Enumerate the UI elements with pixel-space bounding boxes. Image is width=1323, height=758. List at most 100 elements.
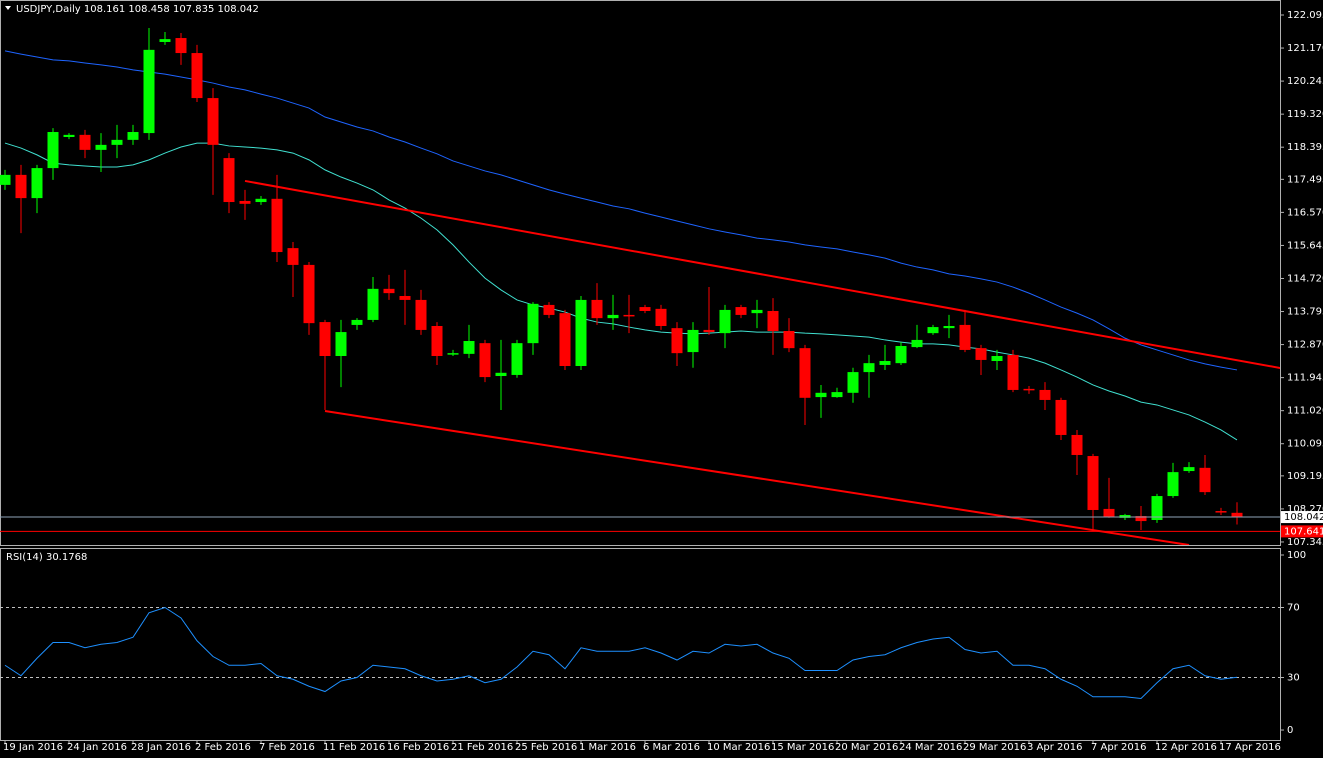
candle-body xyxy=(943,325,955,329)
menu-triangle[interactable] xyxy=(5,6,11,10)
x-tick-label: 10 Mar 2016 xyxy=(707,742,770,753)
candle-body xyxy=(527,303,539,344)
y-tick-label: 115.645 xyxy=(1287,240,1323,251)
price-label-box xyxy=(1281,525,1323,538)
x-tick-label: 24 Jan 2016 xyxy=(67,742,127,753)
candle-body xyxy=(639,307,651,311)
candle-body xyxy=(463,341,475,354)
candle-body xyxy=(591,299,603,319)
candle-body xyxy=(511,343,523,375)
candle-body xyxy=(815,392,827,398)
x-tick-label: 20 Mar 2016 xyxy=(835,742,898,753)
x-tick-label: 1 Mar 2016 xyxy=(579,742,636,753)
candle-body xyxy=(383,288,395,294)
x-tick-label: 24 Mar 2016 xyxy=(899,742,962,753)
price-label: 107.641 xyxy=(1284,526,1323,537)
x-tick-label: 29 Mar 2016 xyxy=(963,742,1026,753)
candle-body xyxy=(687,329,699,353)
candle-body xyxy=(975,348,987,360)
x-tick-label: 19 Jan 2016 xyxy=(3,742,63,753)
candle-body xyxy=(1071,434,1083,455)
y-tick-label: 110.095 xyxy=(1287,439,1323,450)
candle-body xyxy=(1231,512,1243,518)
candle-body xyxy=(831,392,843,398)
trendline xyxy=(244,179,1280,369)
y-tick-label: 107.345 xyxy=(1287,537,1323,548)
y-tick-label: 122.095 xyxy=(1287,10,1323,21)
rsi-plot xyxy=(0,606,1280,700)
candle-body xyxy=(991,356,1003,362)
candle-body xyxy=(159,39,171,42)
candle-body xyxy=(703,329,715,333)
x-tick-label: 11 Feb 2016 xyxy=(323,742,385,753)
candle-body xyxy=(415,299,427,330)
candle-body xyxy=(847,372,859,393)
price-plot xyxy=(0,28,1280,545)
candle-body xyxy=(207,98,219,145)
candle-body xyxy=(495,372,507,377)
x-tick-label: 17 Apr 2016 xyxy=(1219,742,1281,753)
candle-body xyxy=(447,353,459,355)
candle-body xyxy=(559,313,571,367)
candle-body xyxy=(47,132,59,169)
candle-body xyxy=(1119,514,1131,518)
candle-body xyxy=(1183,467,1195,472)
candle-body xyxy=(959,324,971,350)
candle-body xyxy=(1087,456,1099,510)
y-tick-label: 118.395 xyxy=(1287,142,1323,153)
y-tick-label: 120.245 xyxy=(1287,76,1323,87)
candle-body xyxy=(239,200,251,204)
x-tick-label: 28 Jan 2016 xyxy=(131,742,191,753)
candle-body xyxy=(303,264,315,324)
x-tick-label: 16 Feb 2016 xyxy=(387,742,449,753)
candle-body xyxy=(767,310,779,332)
candle-body xyxy=(31,168,43,199)
candle-body xyxy=(543,304,555,315)
candle-body xyxy=(1023,388,1035,391)
candle-body xyxy=(735,307,747,315)
candle-body xyxy=(319,322,331,357)
candle-body xyxy=(911,339,923,348)
y-tick-label: 108.270 xyxy=(1287,504,1323,515)
candle-body xyxy=(1167,472,1179,497)
candle-body xyxy=(895,346,907,364)
candle-body xyxy=(287,248,299,265)
y-tick-label: 114.720 xyxy=(1287,273,1323,284)
x-tick-label: 6 Mar 2016 xyxy=(643,742,700,753)
y-tick-label: 109.195 xyxy=(1287,471,1323,482)
candle-body xyxy=(671,328,683,354)
y-tick-label: 119.320 xyxy=(1287,109,1323,120)
candle-body xyxy=(15,174,27,199)
candle-body xyxy=(607,314,619,319)
candle-body xyxy=(655,308,667,326)
y-tick-label: 112.870 xyxy=(1287,340,1323,351)
candle-body xyxy=(1199,467,1211,493)
y-tick-label: 111.945 xyxy=(1287,373,1323,384)
x-tick-label: 7 Feb 2016 xyxy=(259,742,315,753)
candle-body xyxy=(95,144,107,150)
candle-body xyxy=(335,332,347,357)
axes: 122.095 121.170 120.245 119.320 118.395 117.4… xyxy=(3,10,1323,753)
candle-body xyxy=(479,343,491,378)
price-label: 108.042 xyxy=(1284,512,1323,523)
candle-body xyxy=(367,288,379,320)
candle-body xyxy=(879,361,891,365)
candle-body xyxy=(271,198,283,253)
x-tick-label: 3 Apr 2016 xyxy=(1027,742,1082,753)
candle-body xyxy=(927,327,939,334)
candle-body xyxy=(191,53,203,99)
x-tick-label: 21 Feb 2016 xyxy=(451,742,513,753)
y-tick-label: 121.170 xyxy=(1287,43,1323,54)
price-label-box xyxy=(1281,511,1323,524)
candle-body xyxy=(783,331,795,349)
candle-body xyxy=(431,325,443,357)
rsi-title: RSI(14) 30.1768 xyxy=(6,552,87,563)
candle-body xyxy=(351,319,363,325)
x-tick-label: 15 Mar 2016 xyxy=(771,742,834,753)
rsi-panel-frame xyxy=(0,548,1281,741)
candle-body xyxy=(223,158,235,203)
candle-body xyxy=(63,134,75,138)
candle-body xyxy=(79,134,91,150)
